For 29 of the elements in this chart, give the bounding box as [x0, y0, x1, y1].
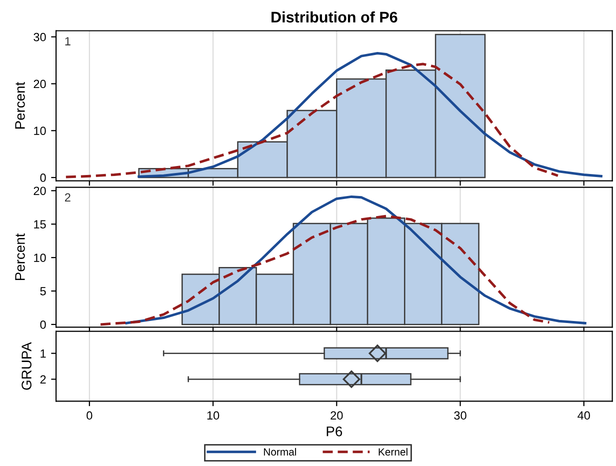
y-tick-label: 1 [40, 349, 46, 358]
chart-title: Distribution of P6 [272, 11, 398, 23]
legend-label: Kernel [378, 448, 408, 456]
y-tick-label: 20 [34, 186, 46, 196]
x-axis-title: P6 [326, 426, 342, 436]
line-series [64, 62, 560, 178]
line-series [99, 214, 551, 326]
y-tick-label: 15 [34, 220, 46, 229]
y-tick-label: 0 [40, 320, 46, 329]
x-tick-label: 10 [207, 411, 220, 420]
x-tick-label: 0 [86, 411, 92, 420]
line-series [125, 195, 586, 324]
y-axis-title: GRUPA [22, 342, 32, 390]
x-tick-label: 20 [330, 411, 343, 420]
annotation: 1 [65, 37, 70, 46]
y-axis-title: Percent [15, 82, 25, 129]
x-tick-label: 40 [578, 411, 590, 420]
y-axis-title: Percent [15, 233, 25, 280]
x-tick-label: 30 [454, 411, 466, 420]
annotation: 2 [64, 193, 70, 202]
y-tick-label: 0 [40, 174, 46, 182]
legend-label: Normal [264, 448, 296, 456]
y-tick-label: 2 [40, 375, 46, 384]
y-tick-label: 5 [40, 287, 46, 296]
y-tick-label: 30 [34, 32, 46, 42]
line-series [138, 52, 602, 178]
y-tick-label: 10 [34, 126, 46, 136]
y-tick-label: 10 [34, 254, 46, 262]
y-tick-label: 20 [34, 80, 46, 88]
